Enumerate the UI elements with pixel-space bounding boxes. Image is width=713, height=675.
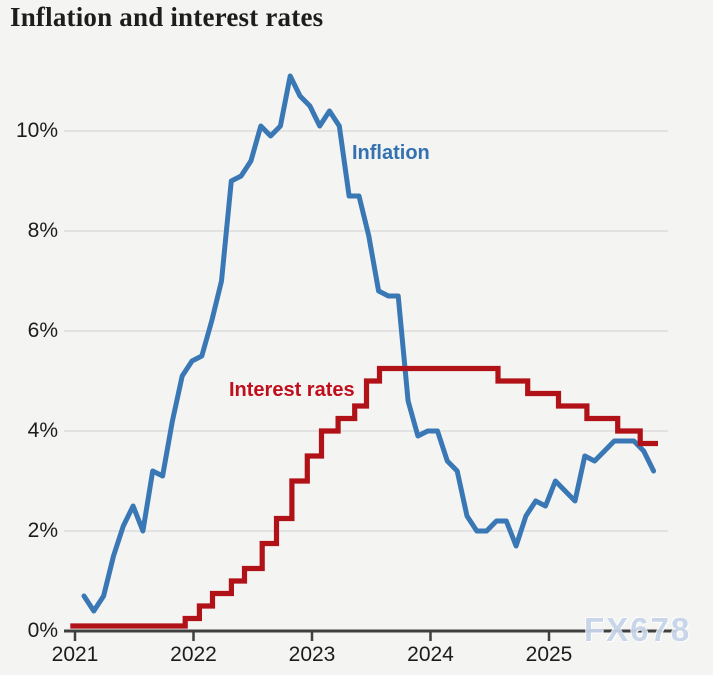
- x-axis-label-2023: 2023: [288, 643, 336, 666]
- interest-rates-series-label: Interest rates: [229, 379, 355, 401]
- interest-rates-line: [70, 365, 658, 629]
- y-axis-label-0%: 0%: [27, 619, 58, 642]
- y-axis-label-10%: 10%: [15, 119, 58, 142]
- x-axis-label-2021: 2021: [51, 643, 99, 666]
- y-axis-label-2%: 2%: [27, 519, 58, 542]
- inflation-line: [81, 73, 657, 614]
- y-axis-label-8%: 8%: [27, 219, 58, 242]
- y-axis-label-6%: 6%: [27, 319, 58, 342]
- chart-title: Inflation and interest rates: [10, 2, 324, 32]
- watermark: FX678: [584, 611, 692, 648]
- x-axis-label-2025: 2025: [525, 643, 573, 666]
- x-axis-label-2024: 2024: [407, 643, 454, 666]
- x-axis-label-2022: 2022: [170, 643, 217, 666]
- y-axis-label-4%: 4%: [27, 419, 58, 442]
- inflation-series-label: Inflation: [352, 142, 430, 164]
